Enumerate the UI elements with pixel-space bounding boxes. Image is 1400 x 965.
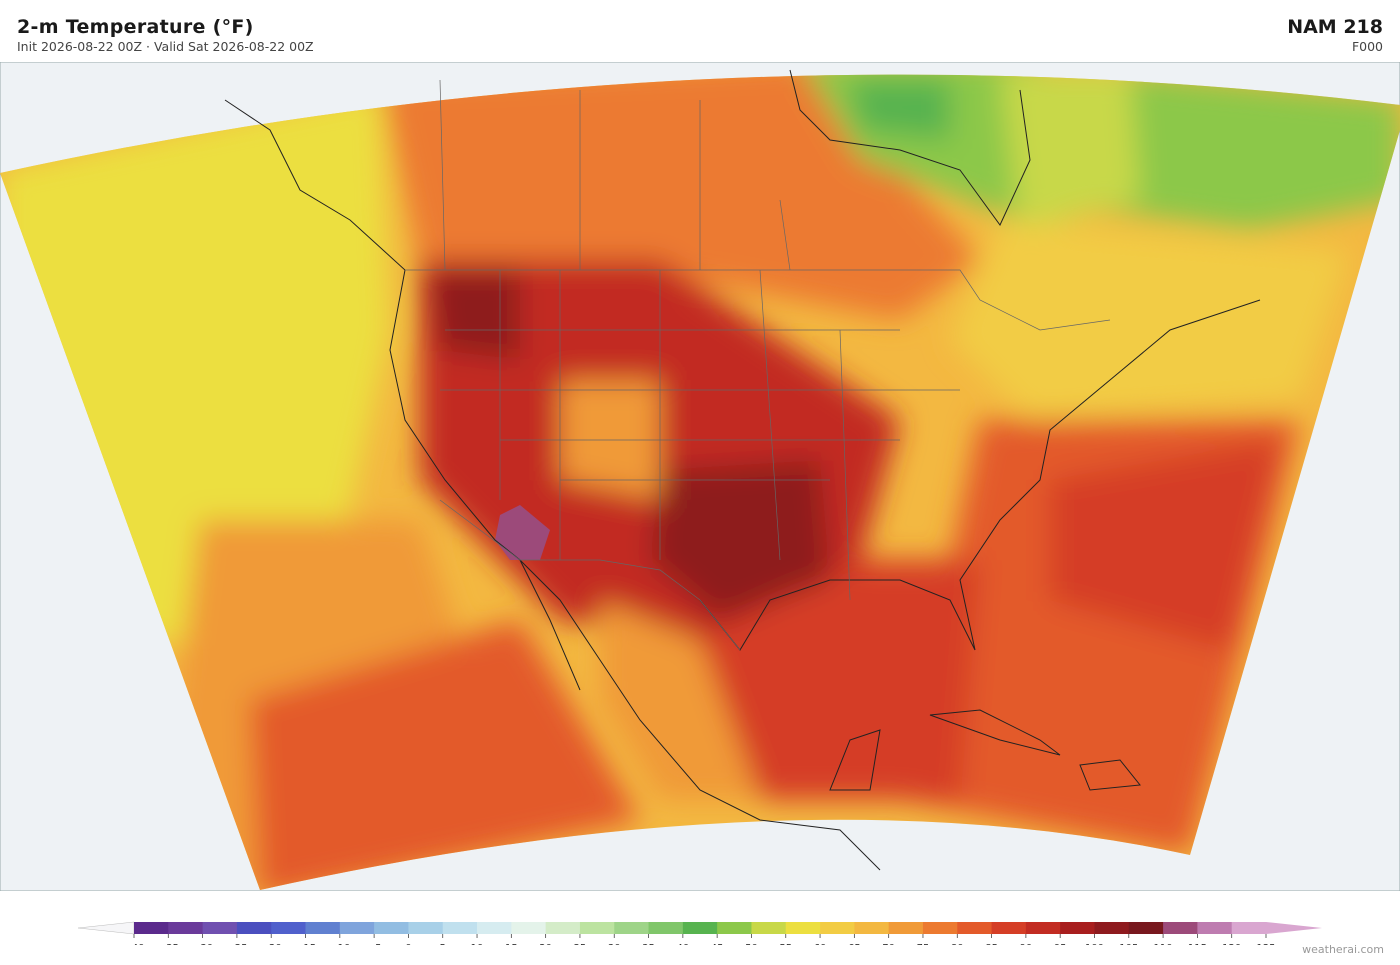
colorbar-tick-label: −40 — [123, 943, 144, 945]
colorbar-segment — [236, 922, 272, 934]
forecast-hour: F000 — [1351, 39, 1383, 54]
colorbar-tick-label: −10 — [329, 943, 350, 945]
colorbar-segment — [888, 922, 924, 934]
colorbar-segment — [579, 922, 615, 934]
colorbar-segment — [1231, 922, 1267, 934]
colorbar-tick-label: 80 — [951, 943, 964, 945]
colorbar-segment — [1094, 922, 1130, 934]
colorbar: −40 −35 −30 −25 −20 −15 −10 −5 0 5 10 15 20 25 30 35 40 4… — [77, 921, 1322, 945]
colorbar-segment — [168, 922, 204, 934]
colorbar-extend-high — [1266, 922, 1322, 934]
colorbar-tick-label: 115 — [1188, 943, 1207, 945]
colorbar-tick-label: 10 — [471, 943, 484, 945]
colorbar-segment — [408, 922, 444, 934]
borders — [405, 79, 1111, 651]
colorbar-tick-label: −30 — [192, 943, 213, 945]
colorbar-tick-label: 60 — [814, 943, 827, 945]
colorbar-tick-label: 50 — [745, 943, 758, 945]
colorbar-segment — [1060, 922, 1095, 934]
map — [0, 62, 1400, 891]
colorbar-segment — [374, 922, 409, 934]
colorbar-segment — [820, 922, 855, 934]
colorbar-segment — [545, 922, 581, 934]
colorbar-tick-label: 30 — [608, 943, 621, 945]
colorbar-tick-label: 105 — [1119, 943, 1138, 945]
temperature-field — [0, 74, 1400, 890]
colorbar-tick-label: 5 — [440, 943, 446, 945]
colorbar-segment — [854, 922, 890, 934]
colorbar-segment — [202, 922, 238, 934]
colorbar-segment — [785, 922, 821, 934]
credit: weatherai.com — [1302, 943, 1384, 956]
colorbar-tick-label: 85 — [985, 943, 998, 945]
colorbar-tick-label: 95 — [1054, 943, 1067, 945]
coastlines — [224, 69, 1261, 871]
title: 2-m Temperature (°F) — [17, 16, 254, 38]
header: 2-m Temperature (°F) Init 2026-08-22 00Z… — [0, 0, 1400, 62]
colorbar-segment — [134, 922, 169, 934]
colorbar-segment — [1197, 922, 1233, 934]
colorbar-segment — [271, 922, 307, 934]
colorbar-segment — [991, 922, 1027, 934]
colorbar-segment — [957, 922, 993, 934]
colorbar-segment — [477, 922, 512, 934]
colorbar-segment — [922, 922, 958, 934]
colorbar-tick-label: −25 — [226, 943, 247, 945]
colorbar-tick-label: 20 — [539, 943, 552, 945]
colorbar-segment — [682, 922, 718, 934]
colorbar-tick-label: 65 — [848, 943, 861, 945]
colorbar-tick-label: 125 — [1256, 943, 1275, 945]
colorbar-tick-label: 40 — [676, 943, 689, 945]
colorbar-extend-low — [77, 921, 135, 935]
colorbar-tick-label: 100 — [1085, 943, 1104, 945]
colorbar-tick-label: 90 — [1020, 943, 1033, 945]
colorbar-segment — [648, 922, 684, 934]
colorbar-tick-label: 45 — [711, 943, 724, 945]
colorbar-segment — [751, 922, 787, 934]
colorbar-segment — [511, 922, 547, 934]
colorbar-tick-label: −5 — [367, 943, 382, 945]
colorbar-tick-label: 15 — [505, 943, 518, 945]
colorbar-tick-label: −15 — [295, 943, 316, 945]
colorbar-segment — [1128, 922, 1164, 934]
colorbar-segment — [339, 922, 375, 934]
colorbar-tick-label: 75 — [917, 943, 930, 945]
colorbar-segment — [717, 922, 752, 934]
colorbar-tick-label: −35 — [158, 943, 179, 945]
colorbar-tick-label: 110 — [1154, 943, 1173, 945]
colorbar-tick-label: −20 — [261, 943, 282, 945]
colorbar-tick-label: 0 — [405, 943, 411, 945]
subtitle: Init 2026-08-22 00Z · Valid Sat 2026-08-… — [17, 39, 314, 54]
colorbar-tick-label: 120 — [1222, 943, 1241, 945]
colorbar-segment — [1025, 922, 1061, 934]
colorbar-segment — [442, 922, 478, 934]
colorbar-tick-label: 25 — [574, 943, 587, 945]
colorbar-tick-label: 35 — [642, 943, 655, 945]
colorbar-segment — [614, 922, 650, 934]
model-name: NAM 218 — [1287, 16, 1383, 38]
colorbar-tick-label: 55 — [779, 943, 792, 945]
colorbar-segment — [305, 922, 341, 934]
colorbar-tick-label: 70 — [882, 943, 895, 945]
colorbar-segment — [1163, 922, 1198, 934]
